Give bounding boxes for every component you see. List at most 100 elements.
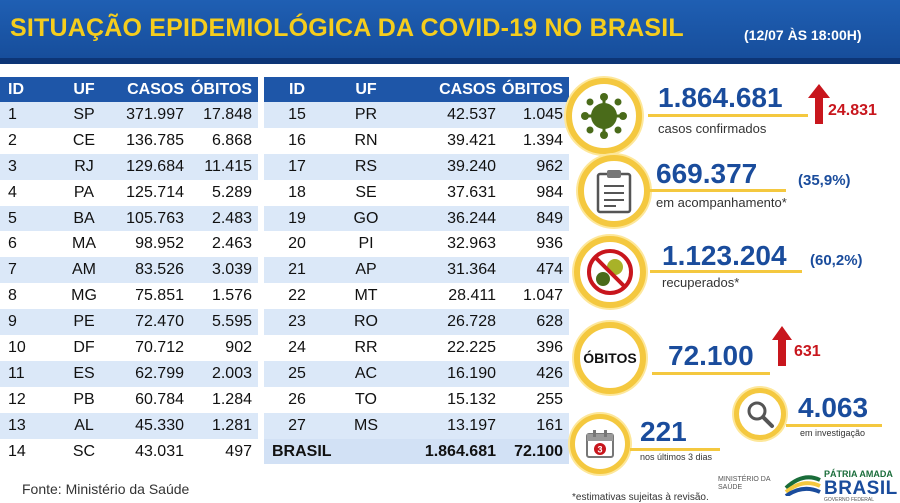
row-casos: 75.851 (112, 283, 190, 310)
row-casos: 125.714 (112, 179, 190, 206)
row-casos: 39.421 (402, 127, 502, 154)
row-obitos: 6.868 (190, 127, 258, 154)
table-row: 14 SC 43.031 497 (0, 438, 258, 465)
last3days-underline (630, 448, 720, 451)
row-uf: PR (330, 102, 402, 128)
col-obitos: ÓBITOS (190, 77, 258, 102)
row-casos: 22.225 (402, 335, 502, 361)
row-obitos: 474 (502, 257, 570, 284)
row-id: 1 (0, 102, 56, 128)
row-id: 13 (0, 412, 56, 439)
investigation-label: em investigação (800, 428, 866, 438)
header-strip (0, 58, 900, 64)
row-uf: SP (56, 102, 112, 128)
row-obitos: 628 (502, 309, 570, 336)
table-row: 10 DF 70.712 902 (0, 335, 258, 361)
row-obitos: 5.289 (190, 179, 258, 206)
row-id: 27 (264, 412, 330, 439)
row-id: 8 (0, 283, 56, 310)
row-obitos: 1.394 (502, 127, 570, 154)
confirmed-up-arrow-icon (808, 84, 830, 124)
col-casos: CASOS (402, 77, 502, 102)
row-casos: 62.799 (112, 360, 190, 387)
confirmed-label: casos confirmados (658, 121, 767, 136)
col-casos: CASOS (112, 77, 190, 102)
header-banner (0, 0, 900, 64)
table-row: 12 PB 60.784 1.284 (0, 386, 258, 413)
row-casos: 129.684 (112, 153, 190, 180)
virus-blocked-icon (574, 236, 646, 308)
deaths-badge-label: ÓBITOS (583, 350, 637, 366)
row-obitos: 3.039 (190, 257, 258, 284)
row-id: 19 (264, 205, 330, 232)
row-obitos: 2.483 (190, 205, 258, 232)
row-uf: GO (330, 205, 402, 232)
row-obitos: 2.003 (190, 360, 258, 387)
row-casos: 28.411 (402, 283, 502, 310)
table-row: 18 SE 37.631 984 (264, 179, 570, 206)
row-casos: 26.728 (402, 309, 502, 336)
row-id: 25 (264, 360, 330, 387)
deaths-value: 72.100 (668, 340, 754, 371)
row-obitos: 426 (502, 360, 570, 387)
monitoring-pct: (35,9%) (798, 172, 851, 189)
row-uf: PB (56, 386, 112, 413)
row-uf: AC (330, 360, 402, 387)
table-header: ID UF CASOS ÓBITOS (0, 77, 258, 102)
deaths-badge: ÓBITOS (574, 322, 646, 394)
brasil-flag-logo-icon (784, 475, 821, 496)
row-casos: 45.330 (112, 412, 190, 439)
table-row: 1 SP 371.997 17.848 (0, 102, 258, 128)
row-uf: CE (56, 127, 112, 154)
table-row: 16 RN 39.421 1.394 (264, 127, 570, 154)
row-casos: 105.763 (112, 205, 190, 232)
row-uf: MT (330, 283, 402, 310)
deaths-underline (652, 372, 770, 375)
row-uf: TO (330, 386, 402, 413)
row-uf: ES (56, 360, 112, 387)
source-note: Fonte: Ministério da Saúde (22, 481, 190, 497)
row-id: 18 (264, 179, 330, 206)
investigation-underline (786, 424, 882, 427)
logo-patria: PÁTRIA AMADA (824, 469, 893, 479)
col-obitos: ÓBITOS (502, 77, 570, 102)
row-uf: MA (56, 231, 112, 258)
row-casos: 39.240 (402, 153, 502, 180)
row-id: 12 (0, 386, 56, 413)
table-row: 2 CE 136.785 6.868 (0, 127, 258, 154)
row-id: 23 (264, 309, 330, 336)
magnifier-icon (734, 388, 786, 440)
total-label: BRASIL (264, 438, 402, 465)
table-row: 9 PE 72.470 5.595 (0, 309, 258, 336)
monitoring-underline (646, 189, 786, 192)
row-id: 4 (0, 179, 56, 206)
col-uf: UF (56, 77, 112, 102)
row-id: 3 (0, 153, 56, 180)
row-casos: 32.963 (402, 231, 502, 258)
row-casos: 37.631 (402, 179, 502, 206)
report-date: (12/07 ÀS 18:00H) (744, 27, 862, 43)
table-row: 20 PI 32.963 936 (264, 231, 570, 258)
col-id: ID (264, 77, 330, 102)
confirmed-underline (648, 114, 808, 117)
table-row: 22 MT 28.411 1.047 (264, 283, 570, 310)
states-table-right: ID UF CASOS ÓBITOS 15 PR 42.537 1.045 16 RN 39… (264, 77, 570, 465)
table-row: 4 PA 125.714 5.289 (0, 179, 258, 206)
row-id: 15 (264, 102, 330, 128)
row-obitos: 962 (502, 153, 570, 180)
row-uf: AM (56, 257, 112, 284)
row-uf: RN (330, 127, 402, 154)
row-uf: DF (56, 335, 112, 361)
row-uf: RS (330, 153, 402, 180)
row-uf: RO (330, 309, 402, 336)
row-obitos: 161 (502, 412, 570, 439)
footnote: *estimativas sujeitas à revisão. (572, 492, 709, 503)
row-obitos: 1.045 (502, 102, 570, 128)
monitoring-value: 669.377 (656, 158, 758, 189)
row-casos: 31.364 (402, 257, 502, 284)
total-obitos: 72.100 (502, 438, 570, 465)
monitoring-label: em acompanhamento* (656, 195, 787, 210)
row-uf: SE (330, 179, 402, 206)
row-obitos: 396 (502, 335, 570, 361)
table-row: 8 MG 75.851 1.576 (0, 283, 258, 310)
